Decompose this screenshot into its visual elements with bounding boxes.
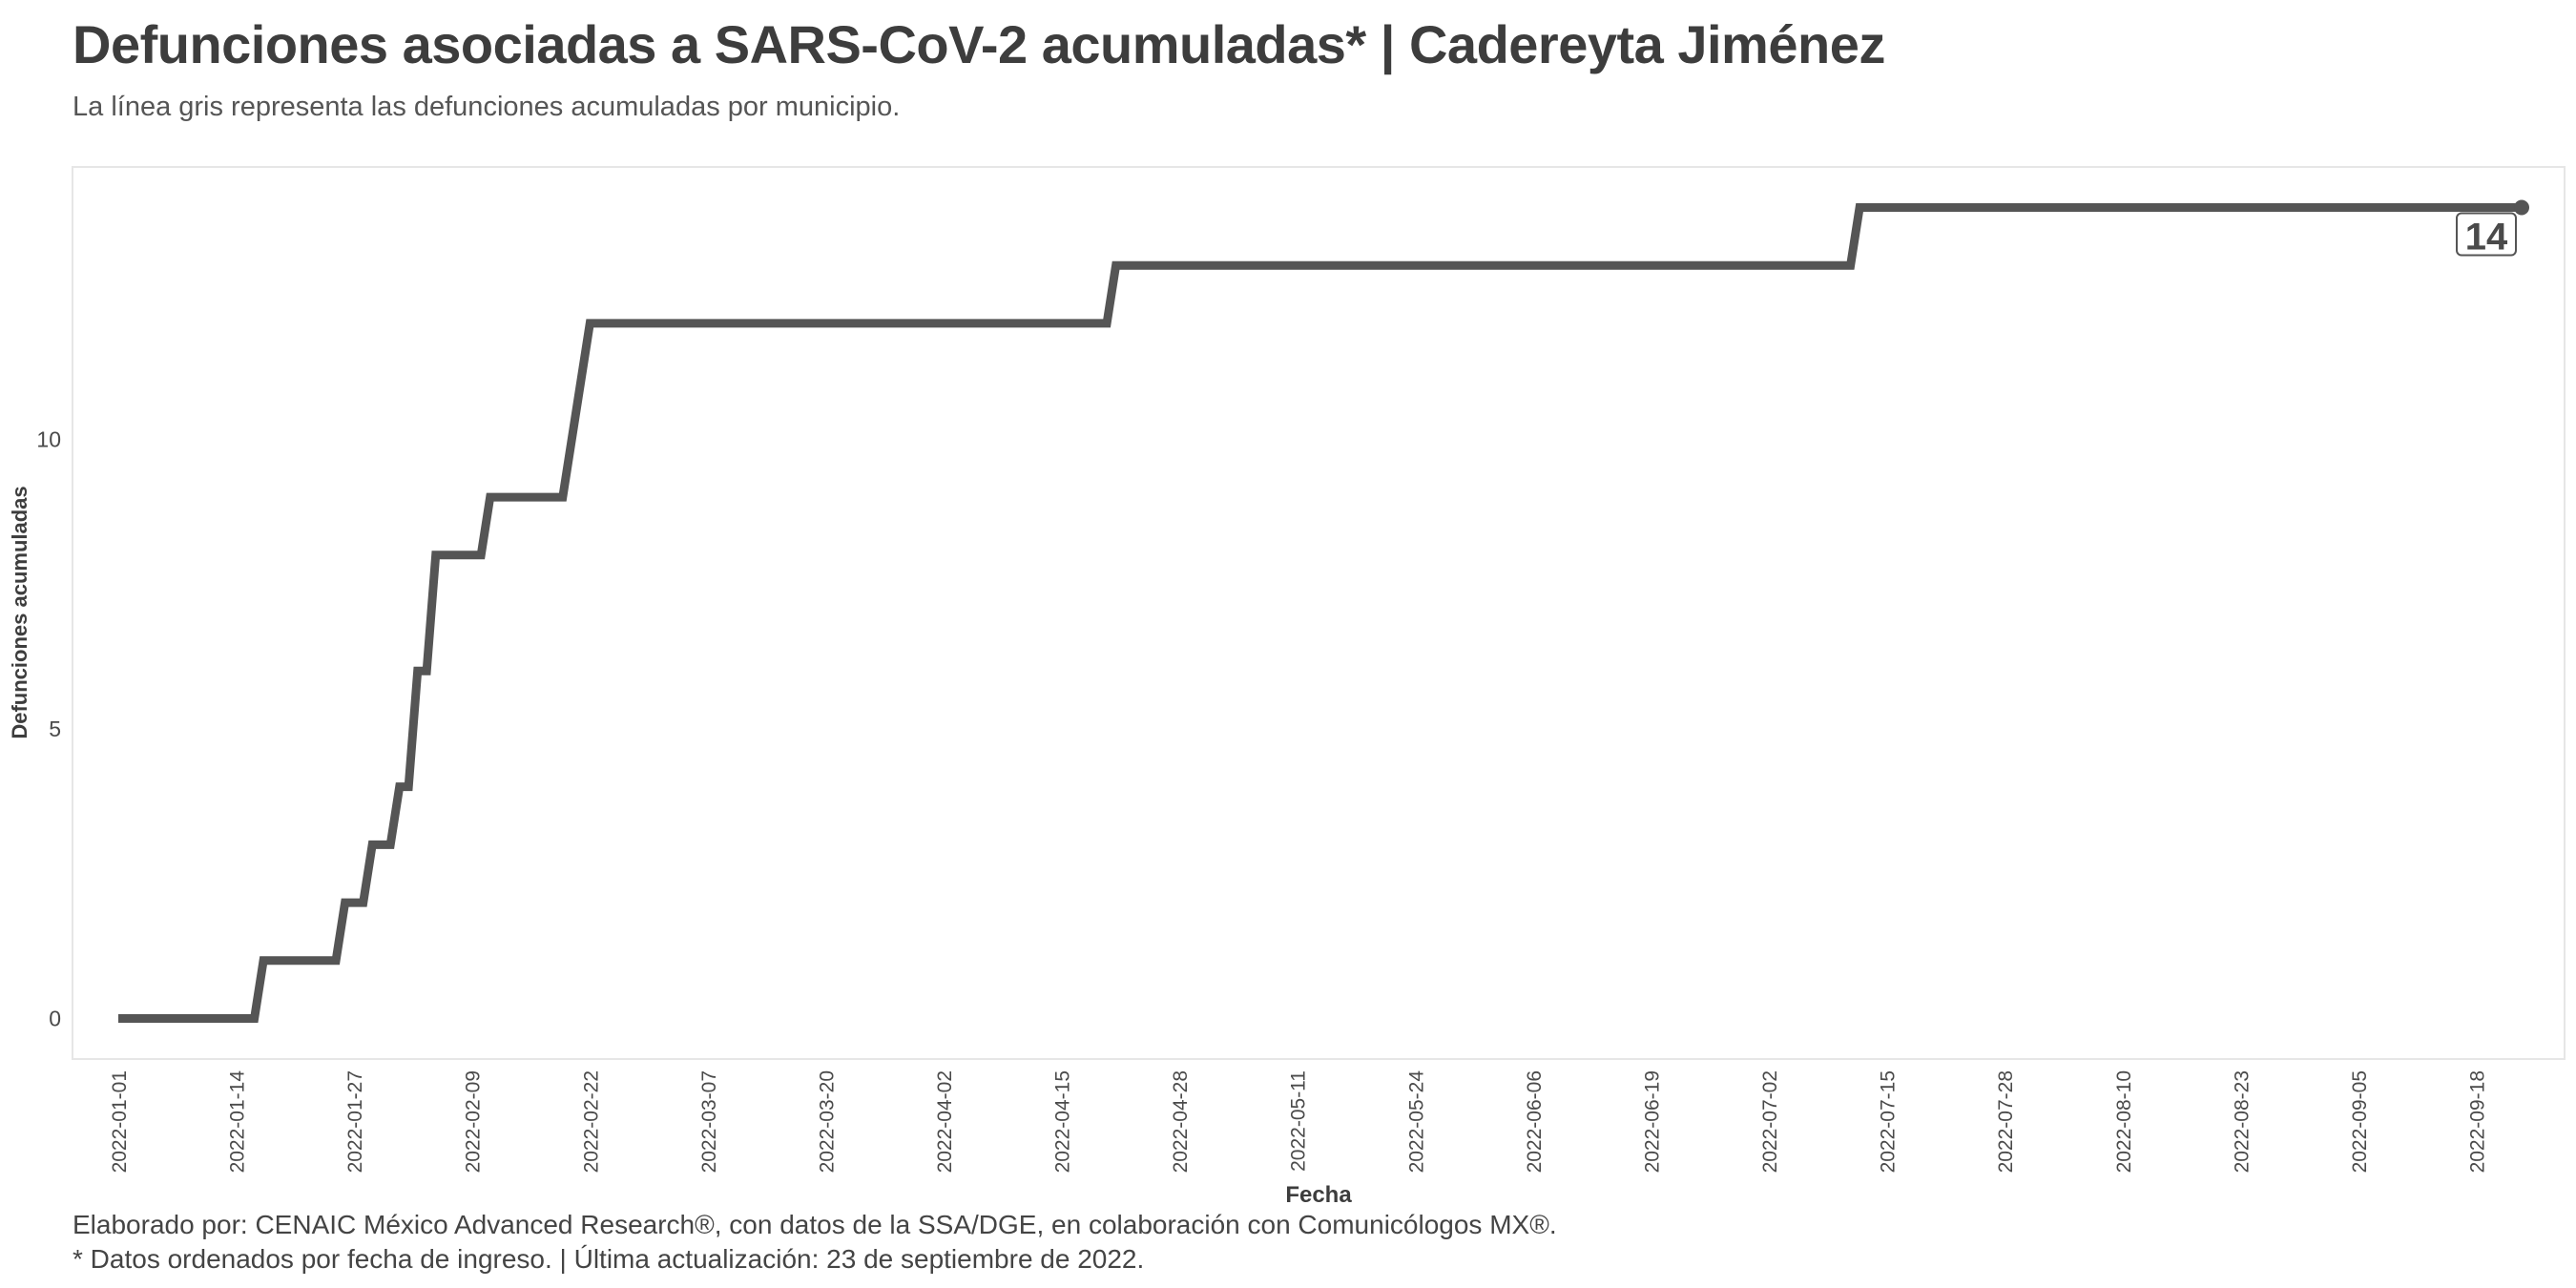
plot-panel	[72, 166, 2566, 1060]
x-tick-label: 2022-07-15	[1878, 1070, 1900, 1173]
x-tick-label: 2022-04-28	[1170, 1070, 1192, 1173]
x-tick-label: 2022-06-19	[1641, 1070, 1663, 1173]
x-tick-label: 2022-07-02	[1759, 1070, 1781, 1173]
x-tick-label: 2022-08-23	[2231, 1070, 2253, 1173]
end-value-label-box	[2456, 212, 2517, 257]
chart-title: Defunciones asociadas a SARS-CoV-2 acumu…	[73, 14, 1885, 74]
y-tick-label: 10	[36, 426, 61, 451]
x-tick-label: 2022-08-10	[2113, 1070, 2135, 1173]
x-tick-label: 2022-01-01	[109, 1070, 131, 1173]
last-data-point	[2514, 199, 2529, 216]
x-tick-label: 2022-01-14	[227, 1070, 249, 1174]
end-value-label: 14	[2456, 212, 2517, 259]
x-tick-label: 2022-05-11	[1288, 1070, 1310, 1172]
x-tick-label: 2022-05-24	[1405, 1070, 1427, 1174]
chart-subtitle: La línea gris representa las defunciones…	[73, 92, 901, 122]
y-axis-label: Defunciones acumuladas	[8, 486, 31, 738]
notes-caption: * Datos ordenados por fecha de ingreso. …	[73, 1244, 1145, 1274]
x-tick-label: 2022-09-05	[2349, 1070, 2371, 1173]
x-tick-label: 2022-01-27	[344, 1070, 366, 1173]
y-tick-label: 5	[49, 717, 61, 741]
x-tick-label: 2022-04-15	[1052, 1070, 1074, 1173]
cumulative-deaths-line	[118, 203, 2522, 1023]
x-tick-label: 2022-04-02	[934, 1070, 956, 1173]
x-tick-label: 2022-02-09	[463, 1070, 485, 1173]
y-tick-label: 0	[49, 1007, 61, 1031]
source-caption: Elaborado por: CENAIC México Advanced Re…	[73, 1210, 1557, 1239]
x-tick-label: 2022-03-20	[816, 1070, 838, 1173]
x-axis-label: Fecha	[1285, 1182, 1352, 1208]
x-tick-label: 2022-06-06	[1524, 1070, 1546, 1173]
x-tick-label: 2022-09-18	[2466, 1070, 2488, 1173]
x-tick-label: 2022-02-22	[580, 1070, 602, 1173]
y-axis-ticks: 0 5 10	[36, 426, 61, 1030]
x-tick-label: 2022-03-07	[698, 1070, 720, 1173]
x-axis-ticks: 2022-01-01 2022-01-14 2022-01-27 2022-02-09…	[109, 1070, 2488, 1174]
end-value-label-text: 14	[2465, 217, 2508, 259]
x-tick-label: 2022-07-28	[1995, 1070, 2017, 1173]
